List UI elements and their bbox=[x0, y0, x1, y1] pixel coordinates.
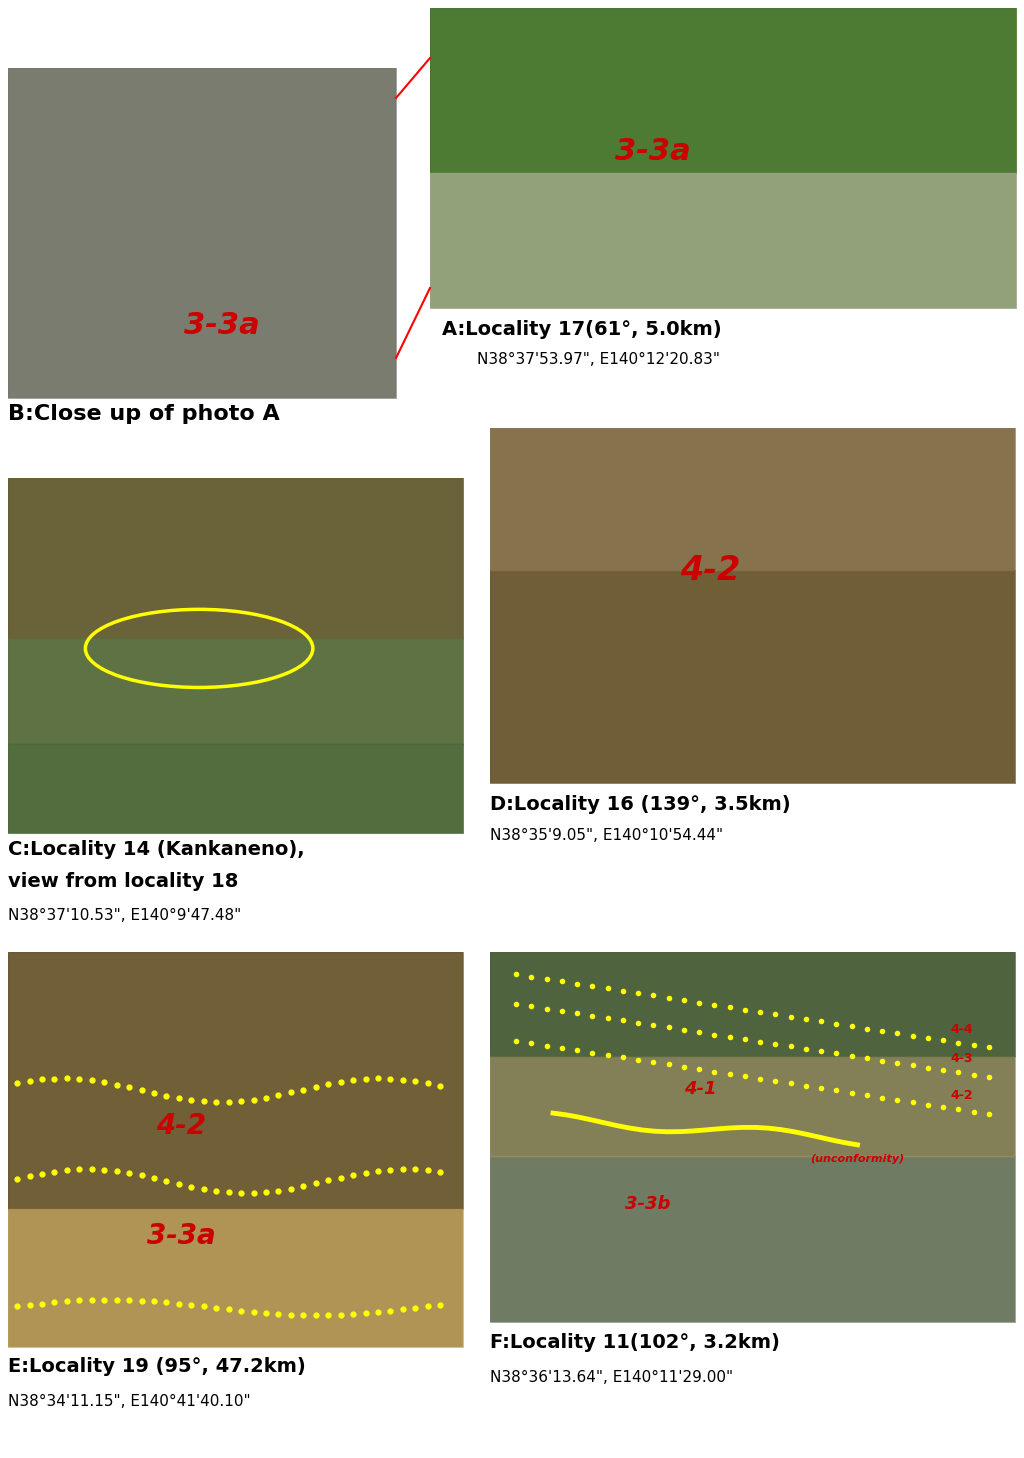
Text: 4-1: 4-1 bbox=[684, 1080, 716, 1098]
Text: 4-2: 4-2 bbox=[156, 1112, 206, 1140]
Text: 4-2: 4-2 bbox=[680, 554, 740, 586]
Text: B:Close up of photo A: B:Close up of photo A bbox=[8, 404, 280, 424]
Text: C:Locality 14 (Kankaneno),: C:Locality 14 (Kankaneno), bbox=[8, 840, 304, 859]
Text: N38°36'13.64", E140°11'29.00": N38°36'13.64", E140°11'29.00" bbox=[490, 1371, 733, 1385]
Text: 4-4: 4-4 bbox=[950, 1022, 973, 1035]
Text: 3-3a: 3-3a bbox=[614, 137, 690, 166]
Text: N38°37'10.53", E140°9'47.48": N38°37'10.53", E140°9'47.48" bbox=[8, 908, 242, 923]
Text: N38°37'53.97", E140°12'20.83": N38°37'53.97", E140°12'20.83" bbox=[477, 353, 720, 367]
Text: 4-2: 4-2 bbox=[950, 1089, 973, 1102]
Text: 3-3b: 3-3b bbox=[625, 1194, 670, 1213]
Text: A:Locality 17(61°, 5.0km): A:Locality 17(61°, 5.0km) bbox=[441, 319, 721, 338]
Text: E:Locality 19 (95°, 47.2km): E:Locality 19 (95°, 47.2km) bbox=[8, 1357, 306, 1376]
Text: F:Locality 11(102°, 3.2km): F:Locality 11(102°, 3.2km) bbox=[490, 1334, 780, 1353]
Text: 3-3a: 3-3a bbox=[183, 311, 259, 340]
Text: N38°35'9.05", E140°10'54.44": N38°35'9.05", E140°10'54.44" bbox=[490, 828, 723, 843]
Text: N38°34'11.15", E140°41'40.10": N38°34'11.15", E140°41'40.10" bbox=[8, 1394, 251, 1410]
Text: (unconformity): (unconformity) bbox=[810, 1155, 904, 1163]
Text: 4-3: 4-3 bbox=[950, 1053, 973, 1066]
Text: 3-3a: 3-3a bbox=[146, 1222, 215, 1251]
Text: view from locality 18: view from locality 18 bbox=[8, 872, 239, 891]
Text: D:Locality 16 (139°, 3.5km): D:Locality 16 (139°, 3.5km) bbox=[490, 795, 791, 814]
